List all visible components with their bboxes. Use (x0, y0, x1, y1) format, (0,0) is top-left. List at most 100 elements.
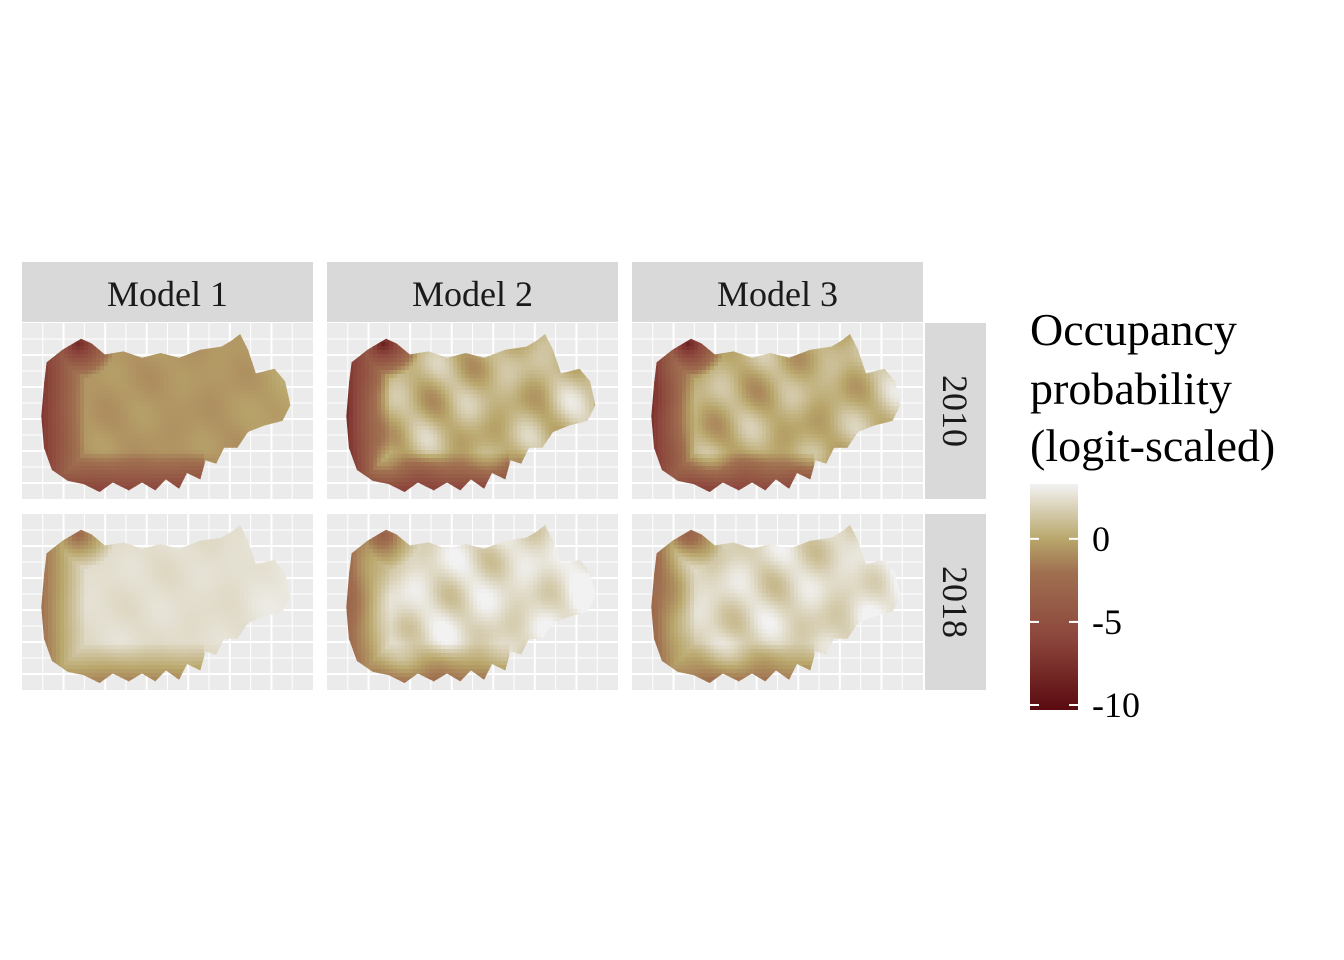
map-cell (188, 450, 193, 455)
map-cell (425, 438, 430, 443)
map-cell (357, 430, 362, 435)
map-cell (72, 362, 77, 367)
map-cell (264, 398, 269, 403)
map-cell (132, 454, 137, 459)
map-cell (256, 398, 261, 403)
map-cell (84, 470, 89, 475)
map-cell (357, 450, 362, 455)
map-cell (545, 390, 550, 395)
map-cell (232, 434, 237, 439)
map-cell (389, 446, 394, 451)
map-cell (453, 370, 458, 375)
map-cell (124, 470, 129, 475)
map-cell (389, 458, 394, 463)
map-cell (425, 374, 430, 379)
map-cell (425, 454, 430, 459)
map-cell (457, 358, 462, 363)
map-cell (405, 442, 410, 447)
map-cell (421, 386, 426, 391)
map-cell (457, 454, 462, 459)
map-cell (377, 354, 382, 359)
map-cell (136, 402, 141, 407)
map-cell (557, 390, 562, 395)
map-cell (112, 458, 117, 463)
map-cell (84, 346, 89, 351)
map-cell (240, 374, 245, 379)
map-cell (256, 378, 261, 383)
map-cell (176, 430, 181, 435)
map-cell (216, 402, 221, 407)
map-cell (108, 426, 113, 431)
map-cell (60, 454, 65, 459)
map-cell (346, 422, 350, 427)
map-cell (385, 446, 390, 451)
map-cell (441, 462, 446, 467)
map-cell (80, 434, 85, 439)
map-cell (465, 454, 470, 459)
map-cell (353, 430, 358, 435)
map-cell (52, 358, 57, 363)
map-cell (156, 418, 161, 423)
map-cell (64, 378, 69, 383)
map-cell (72, 426, 77, 431)
map-cell (84, 478, 89, 483)
map-cell (136, 434, 141, 439)
map-cell (405, 422, 410, 427)
map-cell (224, 410, 229, 415)
map-cell (453, 438, 458, 443)
map-cell (409, 362, 414, 367)
map-cell (280, 394, 285, 399)
map-cell (44, 426, 49, 431)
map-cell (469, 446, 474, 451)
map-cell (140, 438, 145, 443)
map-cell (144, 426, 149, 431)
map-cell (377, 390, 382, 395)
map-cell (577, 370, 582, 375)
map-cell (232, 410, 237, 415)
map-cell (509, 390, 514, 395)
map-cell (96, 478, 101, 483)
map-cell (92, 478, 97, 483)
map-cell (148, 438, 153, 443)
map-cell (208, 450, 213, 455)
map-cell (244, 426, 249, 431)
map-panel-model-1-2010 (22, 323, 313, 499)
map-cell (64, 434, 69, 439)
map-cell (401, 466, 406, 471)
map-cell (393, 422, 398, 427)
map-cell (501, 398, 506, 403)
map-cell (216, 366, 221, 371)
map-cell (224, 426, 229, 431)
map-cell (96, 430, 101, 435)
map-cell (389, 434, 394, 439)
map-cell (120, 354, 125, 359)
map-cell (505, 370, 510, 375)
map-cell (569, 370, 574, 375)
map-cell (517, 414, 522, 419)
map-cell (104, 354, 109, 359)
map-cell (373, 438, 378, 443)
map-cell (108, 402, 113, 407)
map-cell (509, 354, 514, 359)
map-cell (557, 410, 562, 415)
map-cell (60, 386, 65, 391)
map-cell (413, 462, 418, 467)
map-cell (76, 422, 81, 427)
map-cell (365, 398, 370, 403)
map-cell (421, 438, 426, 443)
map-cell (216, 406, 221, 411)
map-cell (389, 438, 394, 443)
map-cell (397, 370, 402, 375)
map-cell (489, 410, 494, 415)
map-cell (252, 394, 257, 399)
map-cell (365, 422, 370, 427)
map-cell (421, 354, 426, 359)
map-cell (497, 418, 502, 423)
map-cell (196, 466, 201, 471)
map-cell (405, 406, 410, 411)
map-cell (104, 378, 109, 383)
map-cell (445, 426, 450, 431)
map-cell (525, 402, 530, 407)
map-cell (509, 386, 514, 391)
map-cell (200, 426, 205, 431)
